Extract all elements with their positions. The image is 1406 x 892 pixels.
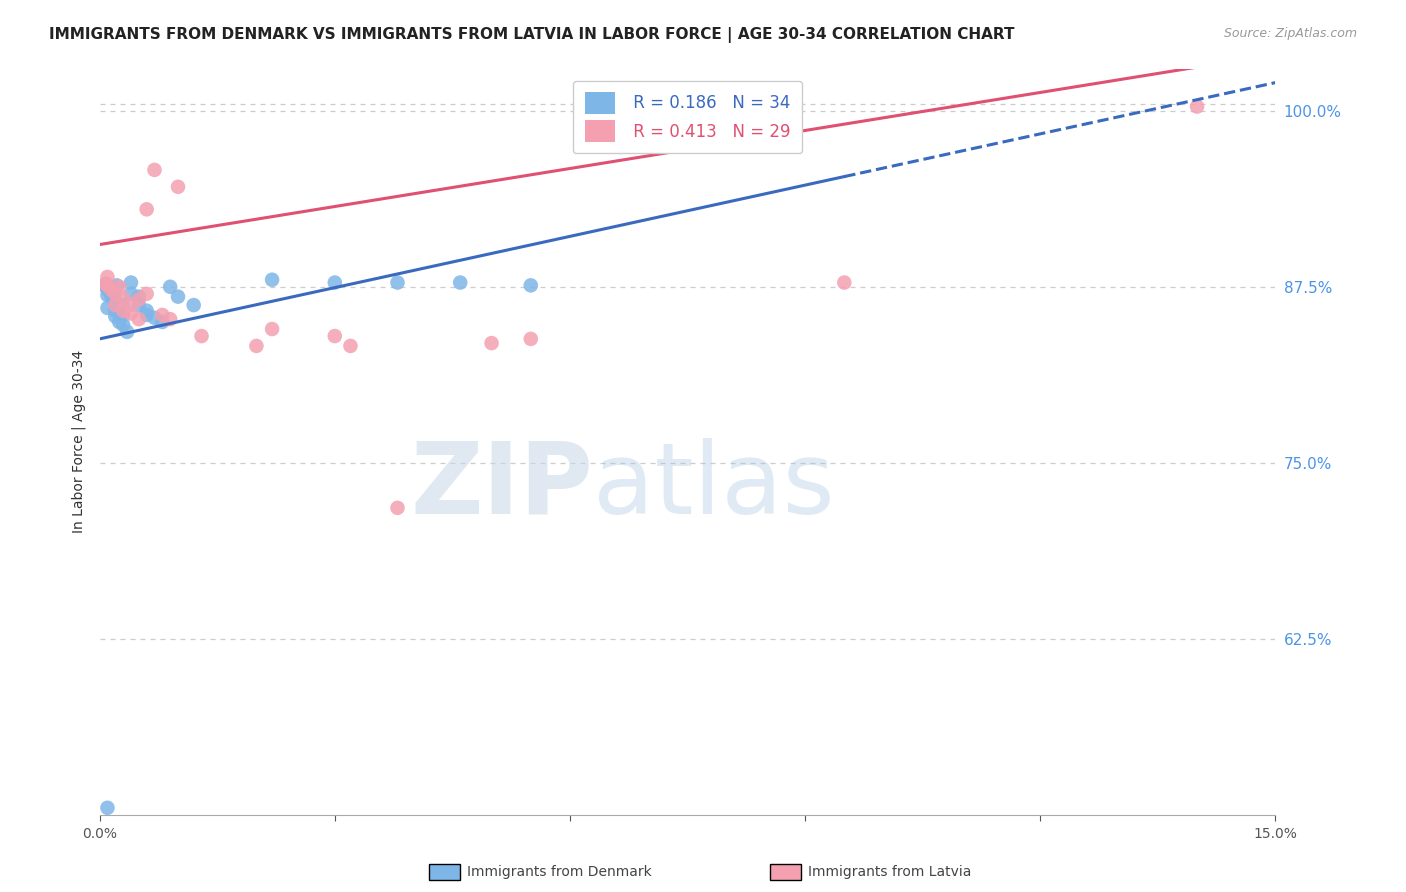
Point (143, 310, 166, 325)
Point (112, 298, 135, 312)
Point (96, 288, 118, 302)
Point (150, 308, 173, 322)
Point (108, 315, 131, 329)
Point (135, 308, 157, 322)
Point (104, 286, 127, 301)
Point (96, 283, 118, 297)
Point (135, 202, 157, 217)
Text: IMMIGRANTS FROM DENMARK VS IMMIGRANTS FROM LATVIA IN LABOR FORCE | AGE 30-34 COR: IMMIGRANTS FROM DENMARK VS IMMIGRANTS FR… (49, 27, 1015, 43)
Point (96, 801, 118, 815)
Point (143, 162, 166, 177)
Point (387, 500, 409, 515)
Text: Immigrants from Denmark: Immigrants from Denmark (467, 865, 651, 880)
Point (1185, 99, 1208, 113)
Point (103, 293, 125, 307)
Point (120, 276, 142, 290)
Point (323, 276, 346, 290)
Point (323, 329, 346, 343)
Point (94, 277, 117, 291)
Text: Source: ZipAtlas.com: Source: ZipAtlas.com (1223, 27, 1357, 40)
Point (245, 339, 267, 353)
Text: ZIP: ZIP (411, 438, 593, 535)
Point (94, 279, 117, 293)
Point (94, 277, 117, 291)
Point (128, 293, 150, 307)
Point (96, 269, 118, 284)
Point (834, 276, 856, 290)
Point (167, 179, 190, 194)
Point (96, 301, 118, 315)
Point (100, 290, 122, 304)
Point (159, 312, 181, 326)
Point (159, 279, 181, 293)
Point (112, 308, 135, 322)
Point (150, 315, 173, 329)
Point (339, 339, 361, 353)
Point (167, 290, 190, 304)
Point (387, 276, 409, 290)
Point (183, 298, 205, 312)
Text: atlas: atlas (593, 438, 835, 535)
Point (104, 296, 127, 310)
Point (481, 336, 503, 351)
Point (520, 332, 543, 346)
Point (128, 298, 150, 312)
Point (100, 281, 122, 295)
Point (520, 278, 543, 293)
Point (115, 325, 138, 339)
Text: Immigrants from Latvia: Immigrants from Latvia (808, 865, 972, 880)
Point (108, 279, 131, 293)
Point (262, 273, 284, 287)
Point (96, 278, 118, 293)
Point (120, 286, 142, 301)
Y-axis label: In Labor Force | Age 30-34: In Labor Force | Age 30-34 (72, 350, 86, 533)
Point (120, 298, 142, 312)
Point (128, 290, 150, 304)
Point (112, 291, 135, 305)
Point (135, 286, 157, 301)
Point (190, 329, 212, 343)
Point (112, 318, 135, 332)
Point (120, 306, 142, 320)
Point (100, 283, 122, 297)
Point (262, 322, 284, 336)
Point (449, 276, 471, 290)
Point (104, 298, 127, 312)
Point (135, 303, 157, 318)
Point (104, 303, 127, 318)
Point (105, 278, 128, 293)
Point (128, 312, 150, 326)
Point (104, 310, 127, 324)
Point (112, 303, 135, 318)
Legend:  R = 0.186   N = 34,  R = 0.413   N = 29: R = 0.186 N = 34, R = 0.413 N = 29 (574, 80, 803, 153)
